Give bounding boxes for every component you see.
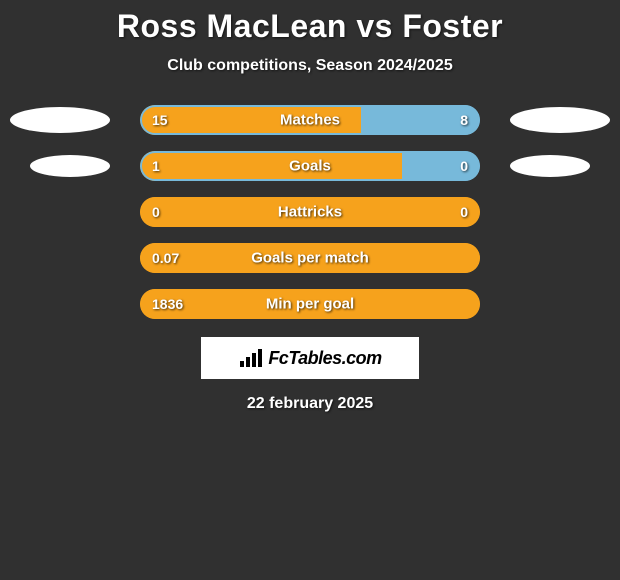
page-title: Ross MacLean vs Foster [117,8,503,45]
player-avatar-right [510,155,590,177]
bars-icon [238,347,264,369]
stat-value-right: 0 [460,204,468,220]
page-subtitle: Club competitions, Season 2024/2025 [167,57,452,75]
fctables-logo[interactable]: FcTables.com [201,337,419,379]
stat-value-right: 0 [460,158,468,174]
stat-value-left: 0 [152,204,160,220]
stat-rows: 15 8 Matches 1 0 Goals 0 0 Hattricks 0.07 Goals pe… [0,105,620,319]
stat-row: 15 8 Matches [0,105,620,135]
logo-text: FcTables.com [268,348,381,369]
stat-value-left: 15 [152,112,168,128]
stat-value-left: 0.07 [152,250,179,266]
stat-value-right: 8 [460,112,468,128]
stat-row: 0.07 Goals per match [0,243,620,273]
stat-label: Goals per match [251,250,369,267]
stat-segment-right [402,151,480,181]
player-avatar-right [510,107,610,133]
stat-bar: 1836 Min per goal [140,289,480,319]
stat-label: Min per goal [266,296,354,313]
comparison-container: Ross MacLean vs Foster Club competitions… [0,0,620,413]
stat-bar: 1 0 Goals [140,151,480,181]
date-label: 22 february 2025 [247,395,373,413]
player-avatar-left [30,155,110,177]
stat-value-left: 1836 [152,296,183,312]
stat-value-left: 1 [152,158,160,174]
stat-label: Matches [280,112,340,129]
stat-row: 1 0 Goals [0,151,620,181]
stat-bar: 0.07 Goals per match [140,243,480,273]
player-avatar-left [10,107,110,133]
stat-bar: 0 0 Hattricks [140,197,480,227]
stat-label: Hattricks [278,204,342,221]
stat-segment-left [140,151,402,181]
stat-row: 0 0 Hattricks [0,197,620,227]
stat-row: 1836 Min per goal [0,289,620,319]
stat-label: Goals [289,158,331,175]
stat-bar: 15 8 Matches [140,105,480,135]
